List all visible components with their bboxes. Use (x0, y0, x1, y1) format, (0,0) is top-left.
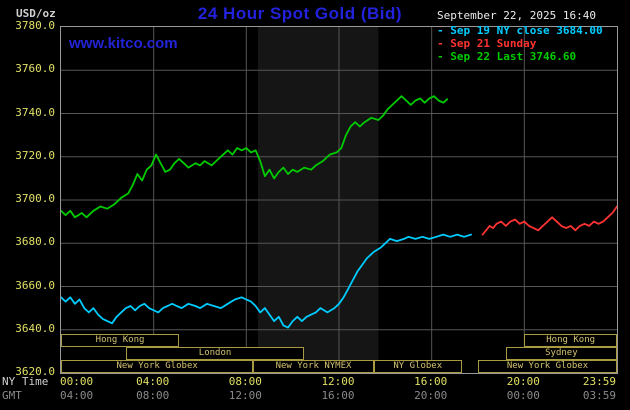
price-line-1 (481, 205, 617, 236)
y-tick-label: 3780.0 (15, 19, 55, 32)
session-bar-new-york-nymex: New York NYMEX (253, 360, 374, 373)
session-bar-ny-globex: NY Globex (373, 360, 462, 373)
gmt-tick-label: 03:59 (582, 389, 616, 402)
gmt-tick-label: 04:00 (60, 389, 94, 402)
y-tick-label: 3720.0 (15, 148, 55, 162)
gmt-tick-label: 12:00 (228, 389, 262, 402)
session-bar-hong-kong: Hong Kong (61, 334, 180, 347)
legend-item: - Sep 19 NY close 3684.00 (437, 24, 603, 37)
ny-time-axis-label: NY Time (2, 375, 49, 388)
legend-item: - Sep 21 Sunday (437, 37, 537, 50)
plot-area: www.kitco.com Hong Kong Hong Kong London Sy… (60, 26, 618, 374)
session-bar-sydney: Sydney (505, 347, 617, 360)
price-line-0 (61, 233, 472, 329)
session-bar-london: London (125, 347, 305, 360)
price-line-2 (61, 95, 449, 219)
y-tick-label: 3700.0 (15, 192, 55, 205)
price-lines-svg (61, 27, 617, 373)
gmt-axis-label: GMT (2, 389, 22, 402)
gmt-tick-label: 00:00 (506, 389, 540, 402)
session-bar-hong-kong: Hong Kong (524, 334, 617, 347)
y-tick-label: 3760.0 (15, 62, 55, 76)
chart-title: 24 Hour Spot Gold (Bid) (197, 4, 403, 23)
ny-tick-label: 12:00 (321, 375, 355, 388)
kitco-watermark-link[interactable]: www.kitco.com (69, 35, 178, 52)
legend: - Sep 19 NY close 3684.00- Sep 21 Sunday… (437, 24, 603, 63)
y-tick-label: 3660.0 (15, 278, 55, 292)
ny-tick-label: 08:00 (228, 375, 262, 388)
ny-tick-label: 00:00 (60, 375, 94, 388)
y-tick-label: 3640.0 (15, 321, 55, 335)
y-tick-label: 3740.0 (15, 105, 55, 119)
gmt-tick-label: 20:00 (414, 389, 448, 402)
gmt-tick-label: 08:00 (136, 389, 170, 402)
session-bar-new-york-globex: New York Globex (478, 360, 617, 373)
units-label: USD/oz (16, 7, 56, 20)
chart-timestamp: September 22, 2025 16:40 (437, 9, 596, 22)
ny-tick-label: 04:00 (136, 375, 170, 388)
y-tick-label: 3680.0 (15, 235, 55, 249)
ny-tick-label: 16:00 (414, 375, 448, 388)
ny-tick-label: 23:59 (582, 375, 616, 388)
ny-tick-label: 20:00 (506, 375, 540, 388)
legend-item: - Sep 22 Last 3746.60 (437, 50, 577, 63)
gmt-tick-label: 16:00 (321, 389, 355, 402)
session-bar-new-york-globex: New York Globex (61, 360, 254, 373)
y-tick-label: 3620.0 (15, 365, 55, 378)
